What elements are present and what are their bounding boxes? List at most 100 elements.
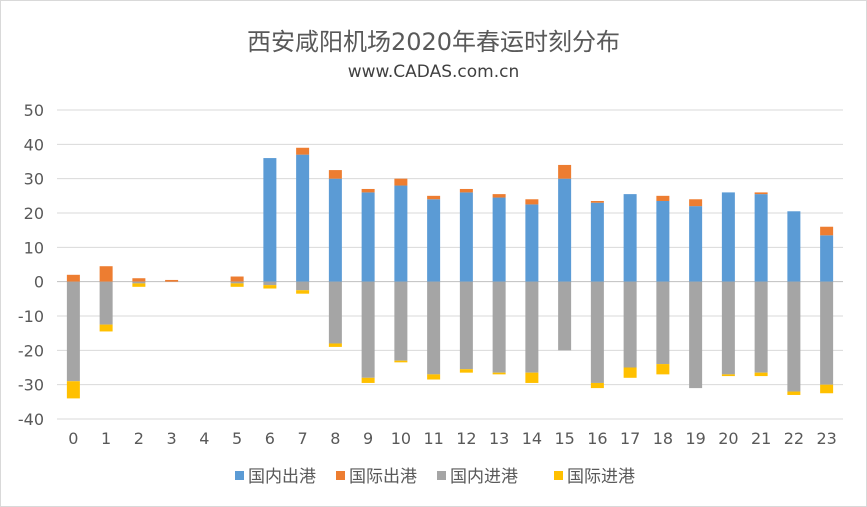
bar (754, 192, 768, 195)
bar (459, 192, 473, 282)
bar (99, 281, 113, 325)
y-tick-label: 20 (24, 204, 44, 223)
y-tick-label: 40 (24, 135, 44, 154)
bar (394, 185, 408, 282)
bar (590, 382, 604, 389)
x-tick-label: 11 (423, 429, 443, 448)
x-tick-label: 19 (685, 429, 705, 448)
bar (525, 204, 539, 282)
bar (459, 281, 473, 370)
bar (820, 384, 834, 394)
x-tick-label: 4 (199, 429, 209, 448)
legend-swatch (336, 471, 345, 480)
x-tick-label: 21 (751, 429, 771, 448)
bar (656, 195, 670, 201)
bar (787, 391, 801, 395)
bar (361, 188, 375, 193)
x-tick-label: 7 (298, 429, 308, 448)
x-tick-label: 9 (363, 429, 373, 448)
legend-swatch (554, 471, 563, 480)
bar (558, 164, 572, 179)
x-tick-label: 13 (489, 429, 509, 448)
bar (361, 377, 375, 383)
bar (66, 281, 80, 382)
y-tick-label: -40 (18, 410, 44, 429)
bar (558, 281, 572, 351)
bar (820, 226, 834, 236)
bar (132, 281, 146, 284)
bar (99, 266, 113, 282)
bar (590, 202, 604, 282)
bar (459, 369, 473, 373)
bar (459, 188, 473, 193)
chart-subtitle: www.CADAS.com.cn (347, 62, 520, 82)
bar (427, 199, 441, 282)
bar (427, 374, 441, 380)
bar (623, 194, 637, 282)
x-tick-label: 15 (554, 429, 574, 448)
bar (394, 281, 408, 361)
bar (590, 200, 604, 203)
bar (99, 324, 113, 332)
x-tick-label: 3 (167, 429, 177, 448)
x-tick-label: 23 (816, 429, 836, 448)
bar (590, 281, 604, 383)
bar (296, 290, 310, 294)
bar (361, 192, 375, 282)
bar (394, 178, 408, 186)
y-tick-label: 30 (24, 170, 44, 189)
bar (427, 281, 441, 375)
bar (230, 283, 244, 287)
x-tick-label: 14 (522, 429, 542, 448)
y-tick-label: -20 (18, 341, 44, 360)
bar-layer (66, 147, 834, 399)
y-tick-label: -30 (18, 376, 44, 395)
y-axis: 50 40 30 20 10 0 -10 -20 -30 -40 (18, 101, 44, 429)
legend-label: 国际出港 (349, 467, 417, 487)
x-tick-label: 16 (587, 429, 607, 448)
bar (328, 178, 342, 282)
bar (296, 281, 310, 291)
x-tick-label: 22 (784, 429, 804, 448)
grid-layer (57, 109, 843, 420)
bar (525, 281, 539, 373)
bar (623, 367, 637, 378)
bar (721, 281, 735, 375)
legend: 国内出港 国际出港 国内进港 国际进港 (235, 467, 635, 487)
bar (361, 281, 375, 378)
bar (296, 147, 310, 155)
x-tick-label: 17 (620, 429, 640, 448)
bar (394, 360, 408, 363)
y-tick-label: 0 (34, 273, 44, 292)
bar (721, 192, 735, 282)
x-tick-label: 5 (232, 429, 242, 448)
legend-label: 国内出港 (248, 467, 316, 487)
legend-swatch (235, 471, 244, 480)
bar (492, 194, 506, 198)
bar (328, 343, 342, 347)
bar (820, 281, 834, 385)
bar (328, 170, 342, 179)
x-tick-label: 6 (265, 429, 275, 448)
x-axis: 0 1 2 3 4 5 6 7 8 9 10 11 12 13 14 15 16 17 18 19 20 21 22 23 (68, 429, 837, 448)
bar (328, 281, 342, 344)
bar (230, 281, 244, 284)
x-tick-label: 12 (456, 429, 476, 448)
bar (132, 283, 146, 287)
bar (296, 154, 310, 282)
bar (754, 281, 768, 373)
y-tick-label: 50 (24, 101, 44, 120)
bar (820, 235, 834, 282)
bar (492, 281, 506, 373)
bar (689, 281, 703, 389)
bar (66, 381, 80, 399)
bar (165, 279, 179, 282)
bar (656, 364, 670, 375)
legend-swatch (437, 471, 446, 480)
x-tick-label: 2 (134, 429, 144, 448)
bar (656, 281, 670, 365)
bar (754, 194, 768, 282)
legend-label: 国内进港 (450, 467, 518, 487)
x-tick-label: 1 (101, 429, 111, 448)
